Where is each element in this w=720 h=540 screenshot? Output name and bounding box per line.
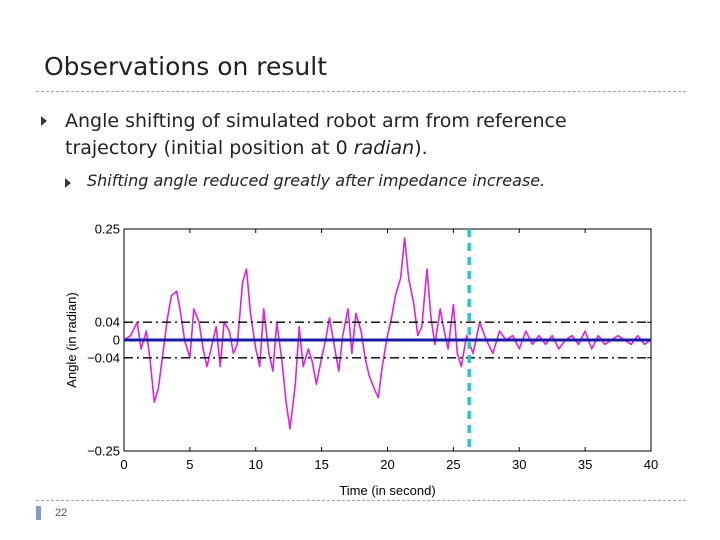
triangle-right-icon bbox=[41, 116, 47, 126]
page-marker bbox=[36, 506, 41, 520]
x-tick-label: 20 bbox=[380, 457, 394, 472]
footer-divider bbox=[36, 500, 686, 501]
x-tick-label: 0 bbox=[120, 457, 127, 472]
y-tick-label: −0.25 bbox=[87, 444, 120, 459]
bullet1-emphasis: radian bbox=[353, 137, 415, 159]
x-tick-label: 5 bbox=[186, 457, 193, 472]
bullet1-text-b: ). bbox=[414, 137, 428, 159]
x-tick-label: 15 bbox=[314, 457, 328, 472]
y-tick-label: −0.04 bbox=[87, 350, 120, 365]
bullet-shifting-reduced: Shifting angle reduced greatly after imp… bbox=[87, 171, 546, 190]
y-tick-label: 0 bbox=[113, 333, 120, 348]
x-tick-label: 35 bbox=[578, 457, 592, 472]
x-axis-label: Time (in second) bbox=[339, 483, 435, 498]
page-number: 22 bbox=[55, 507, 68, 519]
y-axis-label: Angle (in radian) bbox=[64, 292, 79, 387]
bullet-angle-shifting: Angle shifting of simulated robot arm fr… bbox=[65, 108, 625, 162]
y-tick-label: 0.04 bbox=[95, 315, 120, 330]
slide-title: Observations on result bbox=[44, 52, 328, 81]
x-tick-label: 10 bbox=[249, 457, 263, 472]
title-divider bbox=[36, 91, 686, 92]
y-tick-label: 0.25 bbox=[95, 222, 120, 237]
bullet1-text-a: Angle shifting of simulated robot arm fr… bbox=[65, 110, 567, 159]
x-tick-label: 30 bbox=[512, 457, 526, 472]
x-tick-label: 40 bbox=[644, 457, 658, 472]
x-tick-label: 25 bbox=[446, 457, 460, 472]
triangle-right-icon bbox=[65, 178, 71, 188]
